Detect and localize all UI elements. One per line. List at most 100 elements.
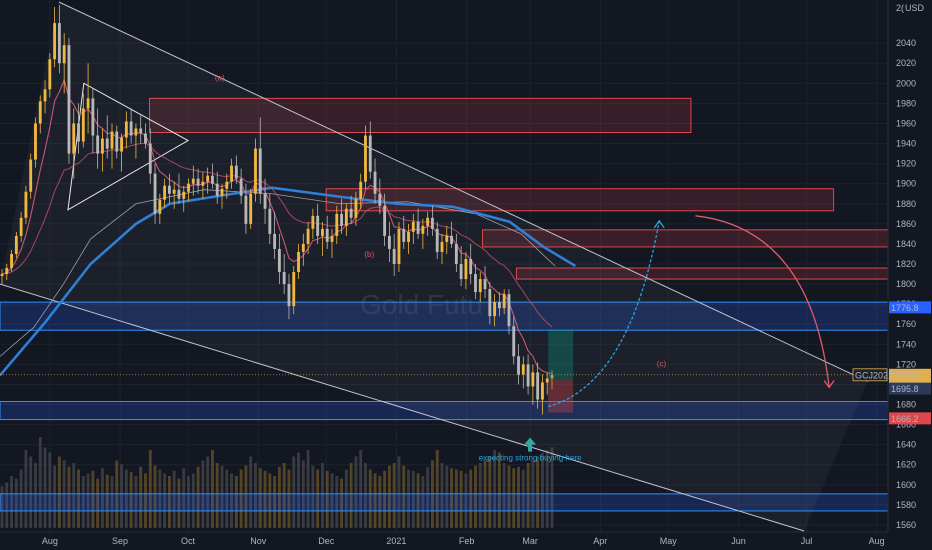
candle-body[interactable] — [206, 175, 210, 182]
candle-body[interactable] — [387, 235, 391, 249]
candle-body[interactable] — [502, 294, 506, 309]
candle-body[interactable] — [144, 133, 147, 144]
candle-body[interactable] — [187, 183, 190, 192]
position-target-area[interactable] — [548, 329, 574, 380]
candle-body[interactable] — [182, 191, 186, 199]
candle-body[interactable] — [43, 89, 47, 102]
candle-body[interactable] — [536, 372, 540, 400]
candle-body[interactable] — [134, 128, 138, 136]
candle-body[interactable] — [411, 221, 415, 232]
candle-body[interactable] — [67, 45, 71, 154]
candle-body[interactable] — [454, 243, 458, 264]
candle-body[interactable] — [392, 248, 396, 264]
candle-body[interactable] — [177, 189, 181, 199]
candle-body[interactable] — [244, 195, 248, 224]
candle-body[interactable] — [19, 217, 23, 236]
candle-body[interactable] — [105, 138, 109, 149]
candle-body[interactable] — [34, 123, 37, 160]
candle-body[interactable] — [545, 378, 549, 383]
candle-body[interactable] — [507, 294, 511, 327]
candle-body[interactable] — [220, 188, 224, 196]
resistance-zone[interactable] — [325, 188, 835, 212]
candle-body[interactable] — [53, 23, 57, 60]
candle-body[interactable] — [474, 274, 477, 293]
candle-body[interactable] — [268, 208, 272, 234]
candle-body[interactable] — [397, 228, 401, 264]
candle-body[interactable] — [72, 123, 76, 154]
candle-body[interactable] — [469, 258, 473, 275]
candle-body[interactable] — [62, 45, 66, 64]
candle-body[interactable] — [167, 185, 171, 194]
candle-body[interactable] — [163, 185, 167, 200]
position-stop-area[interactable] — [548, 379, 574, 413]
candle-body[interactable] — [124, 121, 128, 138]
candle-body[interactable] — [292, 272, 296, 307]
candle-body[interactable] — [550, 374, 554, 379]
candle-body[interactable] — [14, 235, 18, 254]
candle-body[interactable] — [407, 231, 410, 242]
resistance-zone[interactable] — [149, 97, 692, 133]
candle-body[interactable] — [282, 272, 286, 285]
candle-body[interactable] — [493, 302, 497, 317]
candle-body[interactable] — [311, 215, 315, 229]
candle-body[interactable] — [344, 208, 348, 226]
candle-body[interactable] — [349, 208, 353, 218]
candle-body[interactable] — [201, 181, 205, 186]
candle-body[interactable] — [459, 263, 463, 280]
candle-body[interactable] — [249, 193, 253, 224]
candle-body[interactable] — [225, 181, 229, 189]
candle-body[interactable] — [297, 251, 300, 273]
candle-body[interactable] — [359, 181, 363, 199]
candle-body[interactable] — [340, 213, 343, 226]
price-axis[interactable]: 2( USD 2040 2020 2000 1980 1960 1940 1920 1900 1… — [887, 0, 932, 550]
candle-body[interactable] — [383, 205, 387, 236]
candle-body[interactable] — [306, 228, 310, 244]
candle-body[interactable] — [541, 382, 544, 400]
candle-body[interactable] — [129, 121, 133, 136]
candle-body[interactable] — [91, 98, 95, 136]
candle-body[interactable] — [120, 137, 123, 152]
candle-body[interactable] — [38, 101, 42, 124]
candle-body[interactable] — [426, 217, 430, 226]
candle-body[interactable] — [101, 138, 104, 154]
candle-body[interactable] — [139, 128, 143, 134]
candle-body[interactable] — [239, 178, 243, 196]
candle-body[interactable] — [440, 241, 444, 252]
candle-body[interactable] — [431, 217, 434, 229]
candle-body[interactable] — [416, 221, 420, 234]
candle-body[interactable] — [172, 189, 176, 194]
candle-body[interactable] — [115, 131, 119, 152]
candle-body[interactable] — [158, 199, 162, 214]
candle-body[interactable] — [354, 198, 358, 218]
candle-body[interactable] — [531, 372, 535, 387]
candle-body[interactable] — [57, 23, 61, 64]
channel-upper-line[interactable] — [58, 1, 868, 382]
candle-body[interactable] — [211, 175, 214, 184]
candle-body[interactable] — [196, 178, 200, 186]
candle-body[interactable] — [330, 235, 334, 242]
candles-layer[interactable] — [0, 5, 554, 415]
candle-body[interactable] — [378, 193, 382, 206]
candle-body[interactable] — [110, 131, 114, 149]
candle-body[interactable] — [512, 326, 516, 357]
candle-body[interactable] — [191, 178, 195, 184]
candle-body[interactable] — [464, 258, 468, 280]
candle-body[interactable] — [335, 213, 339, 236]
support-zone[interactable] — [0, 301, 889, 331]
candle-body[interactable] — [526, 364, 530, 387]
candle-body[interactable] — [277, 248, 281, 273]
candle-body[interactable] — [435, 228, 439, 252]
candle-body[interactable] — [483, 279, 487, 290]
candle-body[interactable] — [325, 228, 329, 242]
candle-body[interactable] — [5, 268, 9, 275]
candle-body[interactable] — [10, 253, 13, 269]
candle-body[interactable] — [273, 233, 277, 249]
candle-body[interactable] — [287, 284, 291, 307]
triangle-pattern[interactable] — [67, 82, 190, 211]
candle-body[interactable] — [24, 191, 28, 218]
candle-body[interactable] — [258, 148, 262, 194]
candle-body[interactable] — [402, 228, 406, 242]
candle-body[interactable] — [316, 215, 320, 236]
candle-body[interactable] — [77, 123, 80, 142]
